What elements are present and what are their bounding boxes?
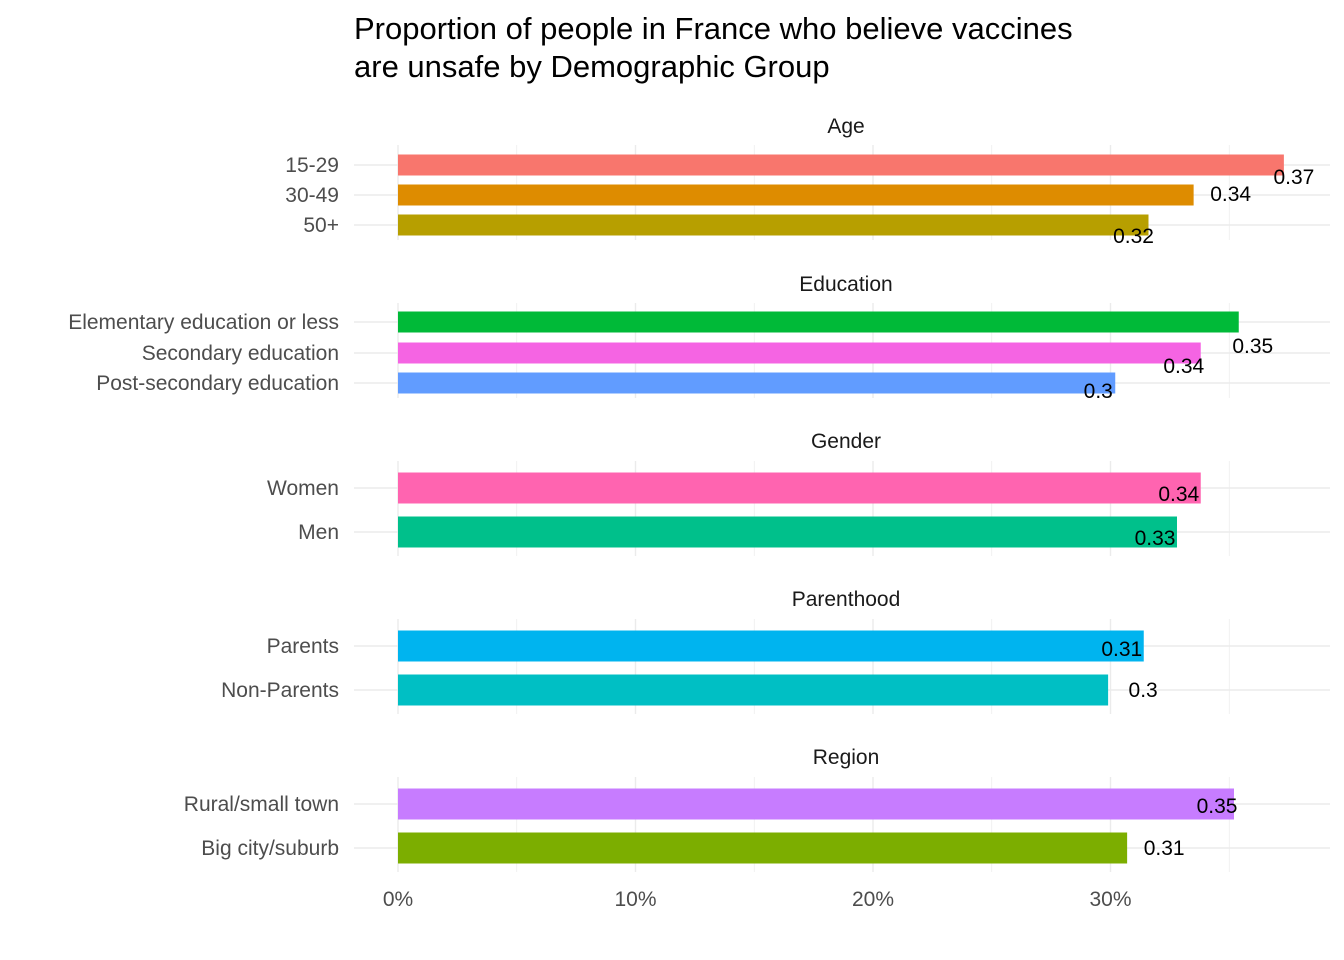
facet-title-parenthood: Parenthood: [792, 588, 901, 611]
x-tick-label: 0%: [383, 888, 413, 911]
bar-elementary-education-or-less: [398, 311, 1239, 333]
category-label-secondary-education: Secondary education: [142, 342, 339, 365]
bar-post-secondary-education: [398, 372, 1116, 394]
data-label-50-: 0.32: [1113, 225, 1154, 248]
bar-secondary-education: [398, 342, 1201, 364]
category-label-non-parents: Non-Parents: [221, 679, 339, 702]
category-label-rural-small-town: Rural/small town: [184, 793, 339, 816]
bar-non-parents: [398, 674, 1109, 706]
facet-title-age: Age: [827, 115, 864, 138]
category-label-men: Men: [298, 521, 339, 544]
chart-title-line-1: Proportion of people in France who belie…: [354, 11, 1073, 46]
category-label-post-secondary-education: Post-secondary education: [96, 372, 339, 395]
chart-title-line-2: are unsafe by Demographic Group: [354, 49, 830, 84]
data-label-elementary-education-or-less: 0.35: [1232, 335, 1273, 358]
category-label-15-29: 15-29: [285, 154, 339, 177]
bar-rural-small-town: [398, 788, 1234, 820]
data-label-men: 0.33: [1135, 527, 1176, 550]
category-label-elementary-education-or-less: Elementary education or less: [68, 311, 339, 334]
bar-parents: [398, 630, 1144, 662]
data-label-rural-small-town: 0.35: [1197, 795, 1238, 818]
facet-title-education: Education: [799, 273, 892, 296]
data-label-secondary-education: 0.34: [1163, 355, 1204, 378]
facet-title-region: Region: [813, 746, 880, 769]
bar-men: [398, 516, 1177, 548]
data-label-parents: 0.31: [1101, 638, 1142, 661]
category-label-30-49: 30-49: [285, 184, 339, 207]
bar-30-49: [398, 184, 1194, 206]
category-label-big-city-suburb: Big city/suburb: [201, 837, 339, 860]
data-label-non-parents: 0.3: [1129, 679, 1158, 702]
x-tick-label: 30%: [1089, 888, 1131, 911]
x-tick-label: 10%: [614, 888, 656, 911]
x-tick-label: 20%: [852, 888, 894, 911]
bar-50-: [398, 214, 1149, 236]
bar-women: [398, 472, 1201, 504]
category-label-50-: 50+: [303, 214, 339, 237]
data-label-15-29: 0.37: [1273, 166, 1314, 189]
data-label-big-city-suburb: 0.31: [1144, 837, 1185, 860]
bar-big-city-suburb: [398, 832, 1128, 864]
bar-15-29: [398, 154, 1284, 176]
category-label-parents: Parents: [267, 635, 339, 658]
category-label-women: Women: [267, 477, 339, 500]
data-label-women: 0.34: [1158, 483, 1199, 506]
data-label-30-49: 0.34: [1210, 183, 1251, 206]
chart-title: Proportion of people in France who belie…: [354, 10, 1314, 86]
facet-title-gender: Gender: [811, 430, 881, 453]
data-label-post-secondary-education: 0.3: [1084, 380, 1113, 403]
